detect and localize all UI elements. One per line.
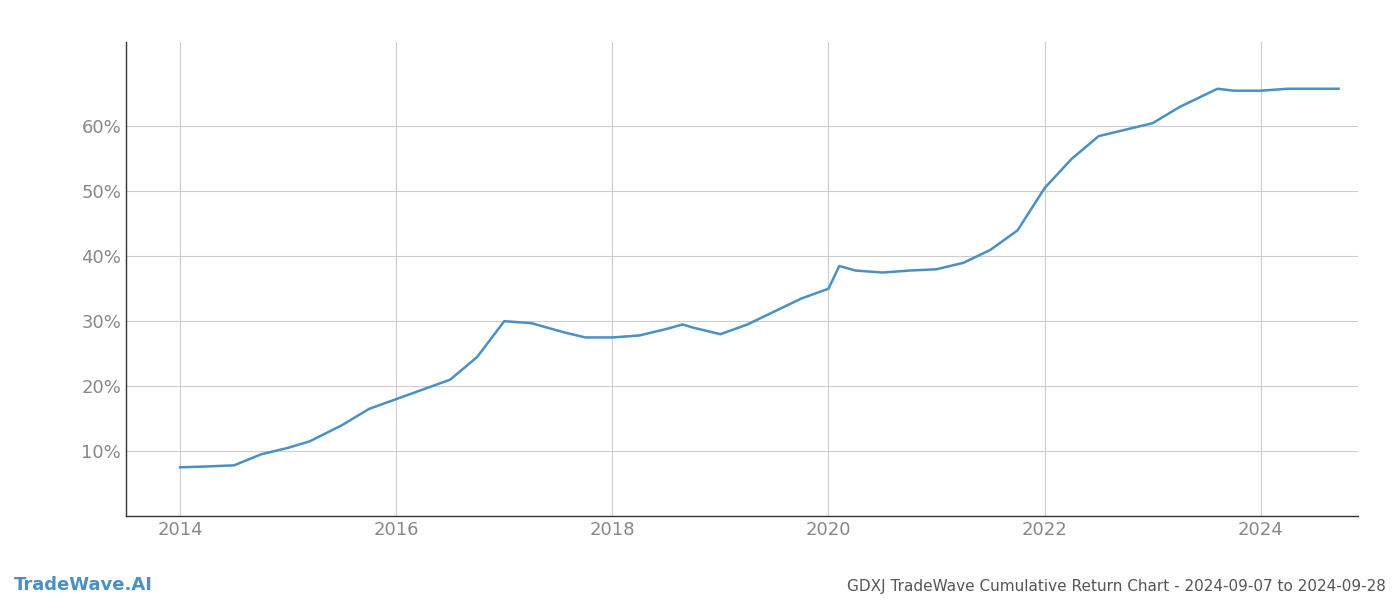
Text: TradeWave.AI: TradeWave.AI (14, 576, 153, 594)
Text: GDXJ TradeWave Cumulative Return Chart - 2024-09-07 to 2024-09-28: GDXJ TradeWave Cumulative Return Chart -… (847, 579, 1386, 594)
